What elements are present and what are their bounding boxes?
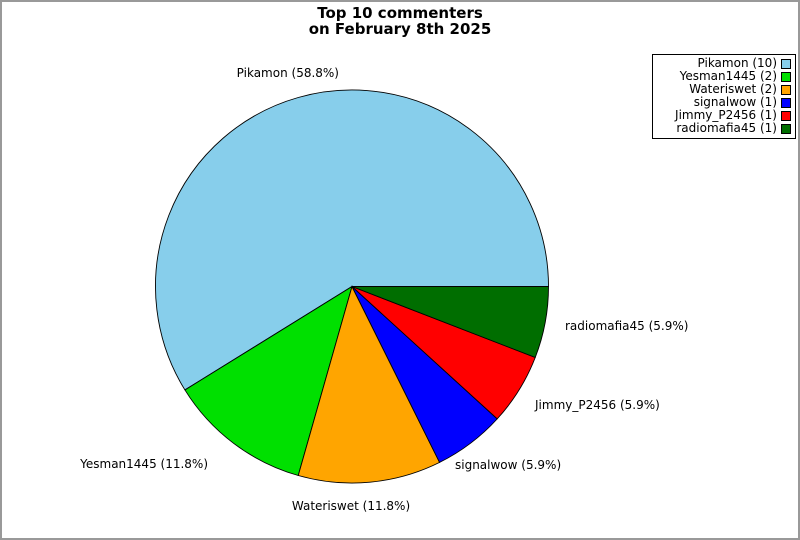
- chart-title-line2: on February 8th 2025: [308, 20, 492, 38]
- slice-label-Pikamon: Pikamon (58.8%): [236, 66, 339, 80]
- legend-swatch-Yesman1445: [781, 71, 791, 82]
- slice-label-signalwow: signalwow (5.9%): [455, 458, 562, 472]
- chart-title: Top 10 commenters on February 8th 2025: [2, 5, 798, 37]
- legend-label-radiomafia45: radiomafia45 (1): [676, 121, 777, 135]
- legend-swatch-Wateriswet: [781, 84, 791, 95]
- legend-label-Pikamon: Pikamon (10): [697, 56, 777, 70]
- legend-item-Yesman1445: Yesman1445 (2): [657, 70, 791, 83]
- legend-label-Yesman1445: Yesman1445 (2): [679, 69, 777, 83]
- pie-slice-Pikamon: [155, 89, 549, 391]
- chart-title-line1: Top 10 commenters: [317, 4, 483, 22]
- legend-item-radiomafia45: radiomafia45 (1): [657, 122, 791, 135]
- legend-label-signalwow: signalwow (1): [693, 95, 777, 109]
- legend-item-Jimmy_P2456: Jimmy_P2456 (1): [657, 109, 791, 122]
- pie-slice-Yesman1445: [184, 285, 353, 477]
- legend-swatch-Pikamon: [781, 58, 791, 69]
- legend-swatch-radiomafia45: [781, 123, 791, 134]
- slice-label-radiomafia45: radiomafia45 (5.9%): [565, 319, 689, 333]
- legend-item-Wateriswet: Wateriswet (2): [657, 83, 791, 96]
- legend-item-signalwow: signalwow (1): [657, 96, 791, 109]
- slice-label-Wateriswet: Wateriswet (11.8%): [291, 499, 411, 513]
- legend-label-Jimmy_P2456: Jimmy_P2456 (1): [675, 108, 777, 122]
- legend-swatch-Jimmy_P2456: [781, 110, 791, 121]
- legend: Pikamon (10) Yesman1445 (2) Wateriswet (2)…: [652, 54, 796, 139]
- legend-swatch-signalwow: [781, 97, 791, 108]
- legend-item-Pikamon: Pikamon (10): [657, 57, 791, 70]
- slice-label-Jimmy_P2456: Jimmy_P2456 (5.9%): [535, 398, 660, 412]
- legend-label-Wateriswet: Wateriswet (2): [689, 82, 777, 96]
- slice-label-Yesman1445: Yesman1445 (11.8%): [80, 457, 208, 471]
- pie-slice-radiomafia45: [351, 286, 549, 359]
- pie-slice-Wateriswet: [297, 285, 441, 484]
